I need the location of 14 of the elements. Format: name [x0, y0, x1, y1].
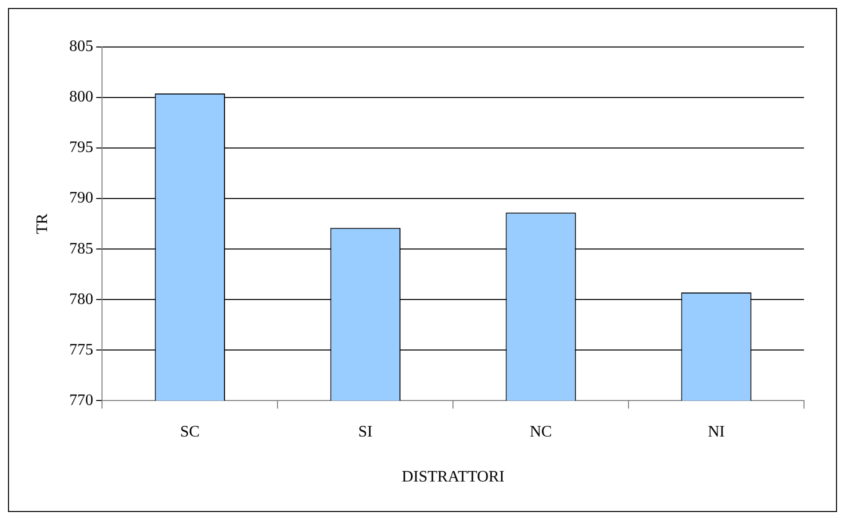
y-axis-title: TR: [34, 213, 51, 234]
y-tick-label: 770: [69, 392, 94, 409]
x-tick-label: SI: [358, 423, 372, 440]
y-tick-label: 775: [69, 341, 94, 358]
x-tick-label: SC: [180, 423, 200, 440]
y-tick-label: 800: [69, 88, 94, 106]
y-tick-label: 805: [69, 38, 94, 56]
x-tick-label: NC: [530, 423, 552, 440]
y-tick-label: 790: [69, 190, 94, 207]
y-tick-label: 795: [69, 139, 94, 156]
x-axis-title: DISTRATTORI: [402, 468, 505, 486]
y-tick-label: 780: [69, 290, 94, 308]
x-tick-label: NI: [708, 423, 725, 440]
y-tick-label: 785: [69, 240, 94, 258]
